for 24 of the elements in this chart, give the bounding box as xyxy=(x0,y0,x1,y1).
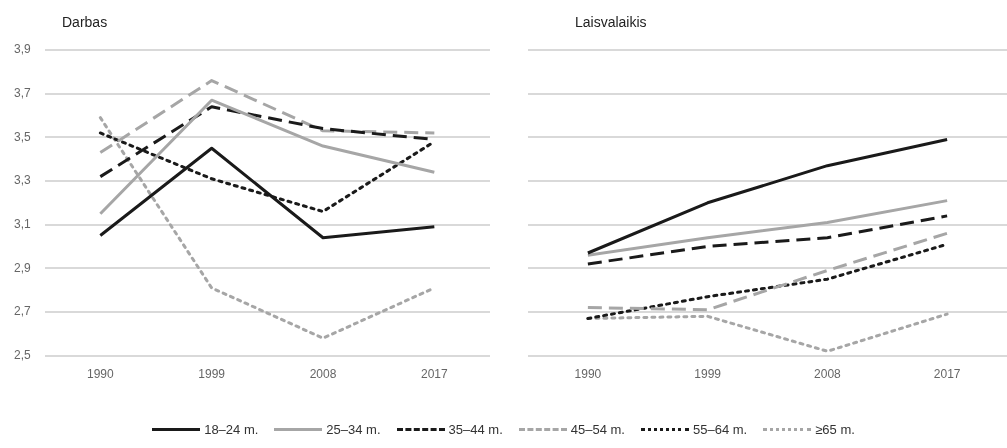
legend-label: 18–24 m. xyxy=(204,422,259,437)
x-tick-label: 1990 xyxy=(86,367,115,382)
chart-title: Laisvalaikis xyxy=(575,14,647,30)
y-tick-label: 3,9 xyxy=(13,42,31,57)
y-tick-label: 3,5 xyxy=(13,129,31,144)
legend-label: ≥65 m. xyxy=(815,422,855,437)
y-tick-label: 3,7 xyxy=(13,85,31,100)
y-tick-label: 3,1 xyxy=(13,216,31,231)
y-tick-label: 3,3 xyxy=(13,173,31,188)
y-tick-label: 2,9 xyxy=(13,260,31,275)
legend-label: 55–64 m. xyxy=(692,422,748,437)
chart-title: Darbas xyxy=(62,14,108,30)
x-tick-label: 1990 xyxy=(574,367,602,382)
legend-label: 45–54 m. xyxy=(570,422,625,437)
legend-label: 35–44 m. xyxy=(448,422,503,437)
y-tick-label: 2,7 xyxy=(13,304,31,319)
x-tick-label: 2008 xyxy=(309,367,337,382)
y-tick-label: 2,5 xyxy=(13,347,31,362)
x-tick-label: 1999 xyxy=(694,367,722,382)
x-tick-label: 1999 xyxy=(198,367,226,382)
x-tick-label: 2017 xyxy=(420,367,449,382)
x-tick-label: 2017 xyxy=(933,367,961,382)
x-tick-label: 2008 xyxy=(814,367,842,382)
legend-label: 25–34 m. xyxy=(326,422,381,437)
